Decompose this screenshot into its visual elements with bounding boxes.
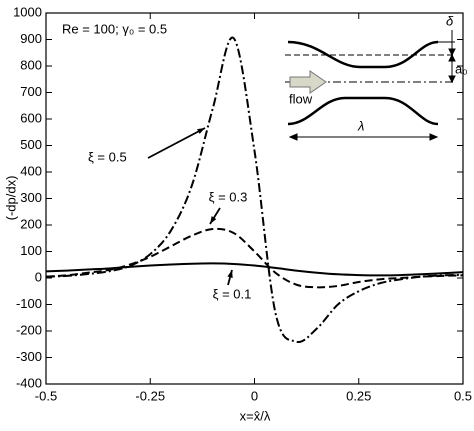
label-arrowhead <box>210 216 217 224</box>
y-tick-label: 600 <box>20 110 42 125</box>
inset-flow: flow <box>289 91 313 106</box>
x-tick-label: -0.5 <box>35 388 57 403</box>
plot-frame <box>45 12 464 385</box>
series-label: ξ = 0.1 <box>213 286 252 301</box>
inset-delta: δ <box>446 13 454 28</box>
y-tick-label: 100 <box>20 243 42 258</box>
inset-diagram <box>285 30 456 141</box>
x-axis-label: x=x̂/λ <box>240 408 271 423</box>
y-tick-label: 900 <box>20 31 42 46</box>
y-tick-label: 400 <box>20 163 42 178</box>
y-tick-label: 700 <box>20 84 42 99</box>
y-tick-label: -200 <box>16 322 42 337</box>
y-axis-label: (-dp/dx) <box>3 176 18 221</box>
lower-wall <box>287 96 439 126</box>
y-tick-label: 0 <box>35 269 42 284</box>
flow-arrow <box>289 70 327 94</box>
label-arrowhead <box>227 270 233 278</box>
series-line <box>45 227 464 289</box>
a0-arrowheads <box>448 48 456 84</box>
series-label: ξ = 0.3 <box>209 189 248 204</box>
inset-lambda: λ <box>357 118 364 133</box>
label-leader <box>147 127 206 159</box>
y-tick-label: -100 <box>16 296 42 311</box>
y-tick-label: -400 <box>16 375 42 390</box>
series-line <box>45 36 464 344</box>
x-tick-label: -0.25 <box>135 388 165 403</box>
inset-a0: a₀ <box>455 61 468 76</box>
y-tick-label: 800 <box>20 57 42 72</box>
series-label: ξ = 0.5 <box>88 149 127 164</box>
y-tick-label: 300 <box>20 190 42 205</box>
x-tick-label: 0.5 <box>454 388 472 403</box>
annotation: Re = 100; γ₀ = 0.5 <box>62 21 167 36</box>
x-tick-label: 0 <box>251 388 258 403</box>
upper-wall <box>287 40 439 69</box>
y-tick-label: 1000 <box>13 4 42 19</box>
y-tick-label: 500 <box>20 137 42 152</box>
y-tick-label: 200 <box>20 216 42 231</box>
label-arrowhead <box>197 128 205 134</box>
series-line <box>45 262 464 277</box>
x-tick-label: 0.25 <box>346 388 371 403</box>
y-tick-label: -300 <box>16 349 42 364</box>
wavelength-arrowheads <box>288 133 439 141</box>
